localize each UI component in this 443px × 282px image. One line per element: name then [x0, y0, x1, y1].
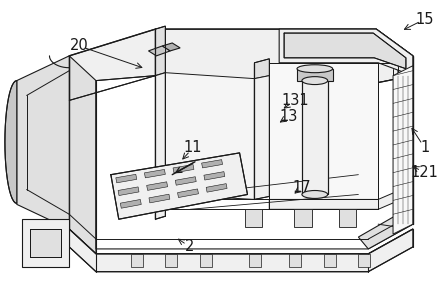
Polygon shape [269, 63, 378, 209]
Text: 15: 15 [416, 12, 434, 27]
Text: 131: 131 [281, 93, 309, 108]
Polygon shape [294, 209, 312, 227]
Text: 20: 20 [70, 38, 89, 54]
Polygon shape [5, 81, 17, 203]
Polygon shape [69, 29, 413, 100]
Text: 17: 17 [293, 180, 311, 195]
Polygon shape [118, 187, 139, 195]
Polygon shape [358, 254, 370, 267]
Polygon shape [30, 229, 61, 257]
Polygon shape [69, 56, 96, 254]
Polygon shape [284, 33, 406, 69]
Polygon shape [358, 66, 413, 249]
Polygon shape [17, 56, 69, 229]
Polygon shape [297, 69, 333, 81]
Polygon shape [249, 254, 261, 267]
Polygon shape [393, 66, 413, 234]
Ellipse shape [302, 191, 328, 199]
Polygon shape [200, 254, 212, 267]
Polygon shape [131, 254, 143, 267]
Polygon shape [204, 172, 225, 180]
Polygon shape [338, 209, 357, 227]
Polygon shape [175, 177, 196, 185]
Polygon shape [254, 76, 269, 199]
Polygon shape [165, 254, 177, 267]
Polygon shape [245, 209, 262, 227]
Polygon shape [69, 229, 413, 272]
Polygon shape [302, 81, 328, 195]
Polygon shape [324, 254, 336, 267]
Polygon shape [144, 169, 165, 178]
Polygon shape [120, 199, 141, 208]
Polygon shape [96, 76, 413, 249]
Polygon shape [116, 174, 137, 183]
Polygon shape [269, 184, 413, 209]
Polygon shape [155, 73, 165, 219]
Text: 11: 11 [184, 140, 202, 155]
Polygon shape [111, 153, 248, 219]
Polygon shape [149, 194, 170, 203]
Polygon shape [22, 219, 69, 267]
Polygon shape [206, 184, 227, 192]
Polygon shape [202, 160, 222, 168]
Text: 2: 2 [185, 239, 195, 254]
Polygon shape [148, 46, 170, 56]
Text: 121: 121 [411, 165, 439, 180]
Polygon shape [178, 189, 198, 197]
Polygon shape [173, 164, 194, 173]
Text: 13: 13 [280, 109, 298, 124]
Text: 1: 1 [420, 140, 429, 155]
Polygon shape [165, 73, 254, 199]
Polygon shape [289, 254, 301, 267]
Ellipse shape [302, 77, 328, 85]
Polygon shape [254, 59, 269, 79]
Polygon shape [162, 43, 180, 51]
Polygon shape [279, 29, 413, 76]
Polygon shape [155, 26, 165, 76]
Ellipse shape [297, 65, 333, 73]
Polygon shape [147, 182, 167, 190]
